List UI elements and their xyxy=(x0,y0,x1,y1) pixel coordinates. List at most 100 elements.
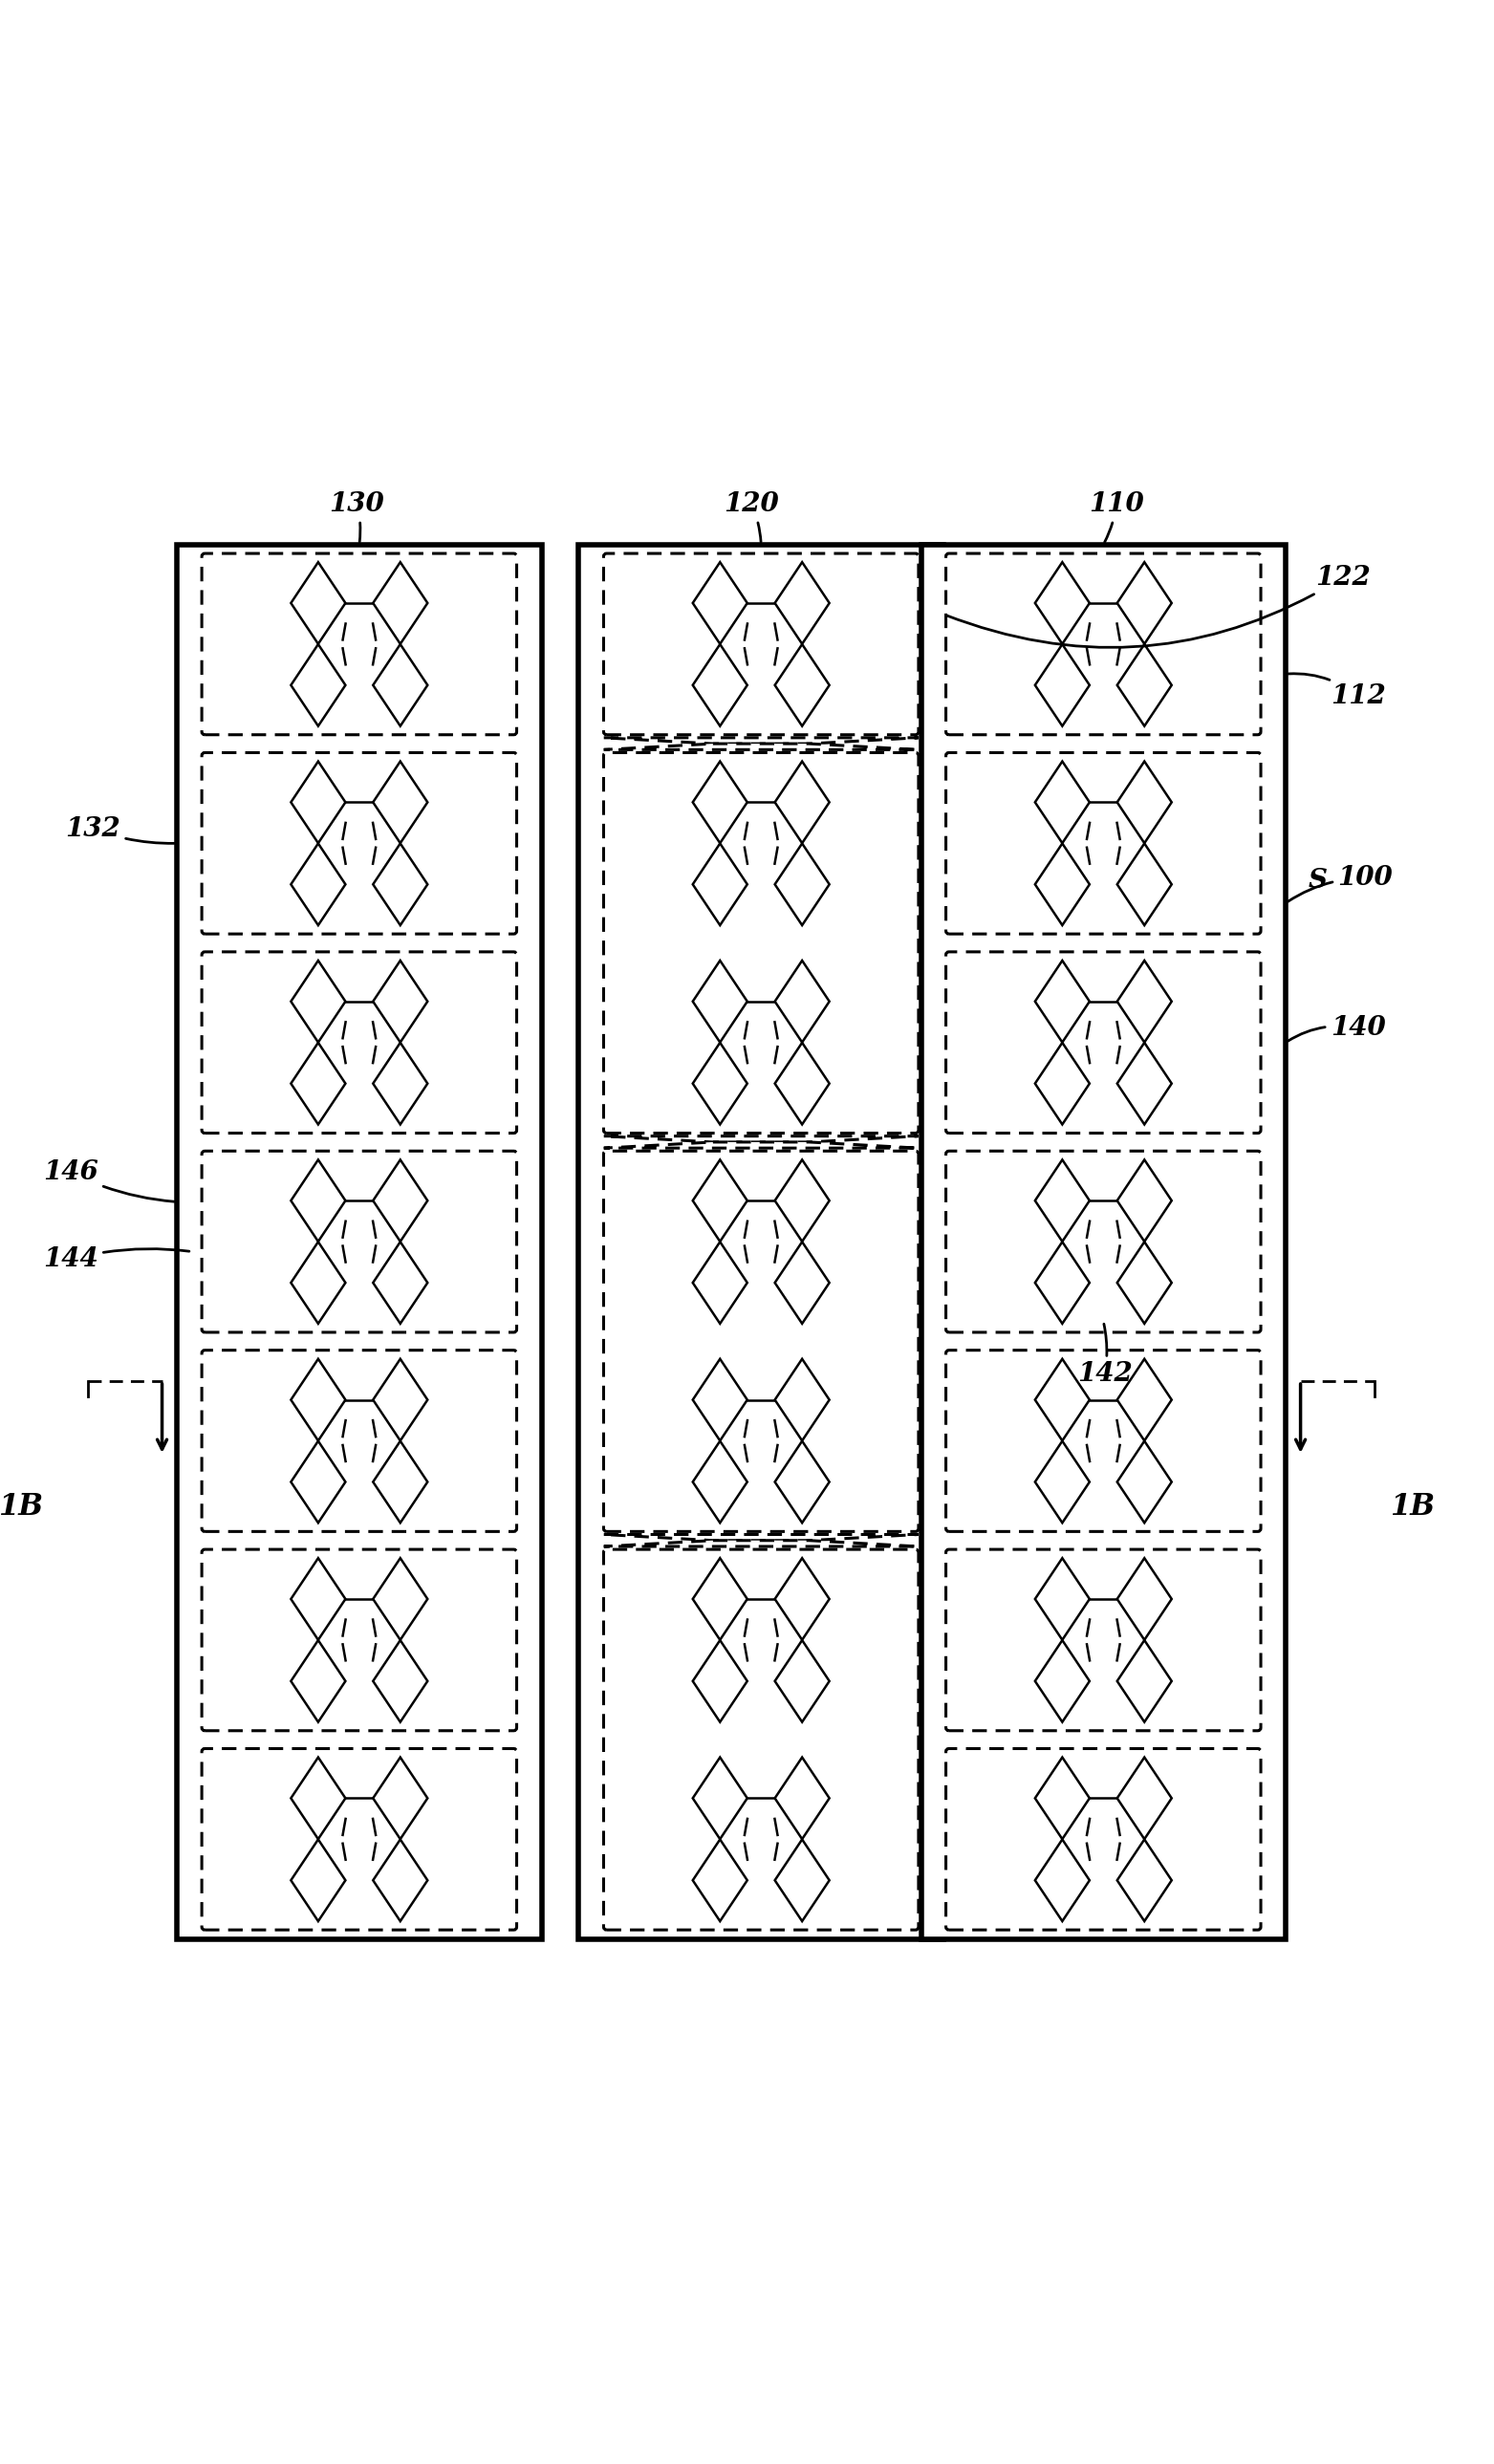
Polygon shape xyxy=(291,761,345,843)
Polygon shape xyxy=(291,1242,345,1323)
Polygon shape xyxy=(775,1441,829,1523)
Polygon shape xyxy=(1118,961,1171,1042)
Polygon shape xyxy=(1118,1161,1171,1242)
Polygon shape xyxy=(1118,1441,1171,1523)
Text: 110: 110 xyxy=(1089,493,1144,542)
Polygon shape xyxy=(291,562,345,643)
Polygon shape xyxy=(1035,1441,1089,1523)
FancyBboxPatch shape xyxy=(202,951,517,1133)
Polygon shape xyxy=(693,1557,747,1641)
Polygon shape xyxy=(291,1360,345,1441)
Polygon shape xyxy=(291,1841,345,1922)
Bar xyxy=(920,545,1286,1939)
Text: 146: 146 xyxy=(43,1161,175,1202)
Polygon shape xyxy=(775,562,829,643)
Polygon shape xyxy=(775,761,829,843)
Polygon shape xyxy=(1118,1841,1171,1922)
Polygon shape xyxy=(1035,562,1089,643)
Polygon shape xyxy=(374,1841,427,1922)
Polygon shape xyxy=(604,1136,919,1143)
Text: 1B: 1B xyxy=(1389,1493,1434,1523)
Polygon shape xyxy=(775,1557,829,1641)
Polygon shape xyxy=(1118,1641,1171,1722)
Polygon shape xyxy=(693,1242,747,1323)
Polygon shape xyxy=(374,1557,427,1641)
Text: 120: 120 xyxy=(725,493,778,542)
Polygon shape xyxy=(693,843,747,924)
Polygon shape xyxy=(604,1143,919,1148)
Text: 122: 122 xyxy=(946,564,1370,648)
Polygon shape xyxy=(374,1161,427,1242)
Polygon shape xyxy=(291,1557,345,1641)
Polygon shape xyxy=(604,1540,919,1547)
Text: S: S xyxy=(1307,867,1327,894)
Polygon shape xyxy=(374,1242,427,1323)
Polygon shape xyxy=(775,1360,829,1441)
Polygon shape xyxy=(1035,961,1089,1042)
Polygon shape xyxy=(291,1757,345,1838)
Polygon shape xyxy=(291,843,345,924)
Polygon shape xyxy=(693,562,747,643)
Polygon shape xyxy=(775,843,829,924)
Polygon shape xyxy=(1118,1757,1171,1838)
FancyBboxPatch shape xyxy=(202,1151,517,1333)
Polygon shape xyxy=(693,1042,747,1124)
Polygon shape xyxy=(1118,761,1171,843)
Text: 130: 130 xyxy=(330,493,384,542)
Polygon shape xyxy=(693,961,747,1042)
Bar xyxy=(176,545,541,1939)
Bar xyxy=(578,545,943,1939)
FancyBboxPatch shape xyxy=(946,554,1261,734)
FancyBboxPatch shape xyxy=(202,752,517,934)
Polygon shape xyxy=(291,1042,345,1124)
Polygon shape xyxy=(291,643,345,727)
Polygon shape xyxy=(374,961,427,1042)
Polygon shape xyxy=(775,1757,829,1838)
Polygon shape xyxy=(1118,643,1171,727)
FancyBboxPatch shape xyxy=(946,1151,1261,1333)
Polygon shape xyxy=(604,737,919,744)
FancyBboxPatch shape xyxy=(946,1749,1261,1929)
Text: 132: 132 xyxy=(66,816,175,843)
FancyBboxPatch shape xyxy=(604,1151,919,1533)
Polygon shape xyxy=(1035,643,1089,727)
FancyBboxPatch shape xyxy=(202,554,517,734)
Text: 1B: 1B xyxy=(0,1493,43,1523)
Polygon shape xyxy=(374,562,427,643)
FancyBboxPatch shape xyxy=(946,752,1261,934)
Polygon shape xyxy=(374,1441,427,1523)
Polygon shape xyxy=(1118,1360,1171,1441)
Polygon shape xyxy=(374,761,427,843)
Polygon shape xyxy=(1035,1841,1089,1922)
Polygon shape xyxy=(374,843,427,924)
Text: 100: 100 xyxy=(1288,865,1392,902)
Polygon shape xyxy=(775,1641,829,1722)
FancyBboxPatch shape xyxy=(946,1350,1261,1533)
Polygon shape xyxy=(1035,843,1089,924)
Polygon shape xyxy=(693,1641,747,1722)
Text: 112: 112 xyxy=(1288,673,1385,710)
FancyBboxPatch shape xyxy=(604,554,919,734)
Polygon shape xyxy=(1118,1042,1171,1124)
Text: 140: 140 xyxy=(1288,1015,1385,1042)
Polygon shape xyxy=(693,1757,747,1838)
Polygon shape xyxy=(374,1757,427,1838)
Polygon shape xyxy=(1035,1161,1089,1242)
Polygon shape xyxy=(291,1441,345,1523)
Polygon shape xyxy=(775,1042,829,1124)
Polygon shape xyxy=(1035,1042,1089,1124)
Polygon shape xyxy=(1035,1757,1089,1838)
FancyBboxPatch shape xyxy=(202,1350,517,1533)
Text: 144: 144 xyxy=(43,1247,190,1271)
Polygon shape xyxy=(374,643,427,727)
FancyBboxPatch shape xyxy=(202,1749,517,1929)
Polygon shape xyxy=(1118,1242,1171,1323)
FancyBboxPatch shape xyxy=(202,1550,517,1730)
Polygon shape xyxy=(604,1535,919,1540)
FancyBboxPatch shape xyxy=(946,951,1261,1133)
Polygon shape xyxy=(1035,1360,1089,1441)
FancyBboxPatch shape xyxy=(604,1550,919,1929)
Polygon shape xyxy=(693,1360,747,1441)
Polygon shape xyxy=(1118,1557,1171,1641)
Polygon shape xyxy=(775,643,829,727)
